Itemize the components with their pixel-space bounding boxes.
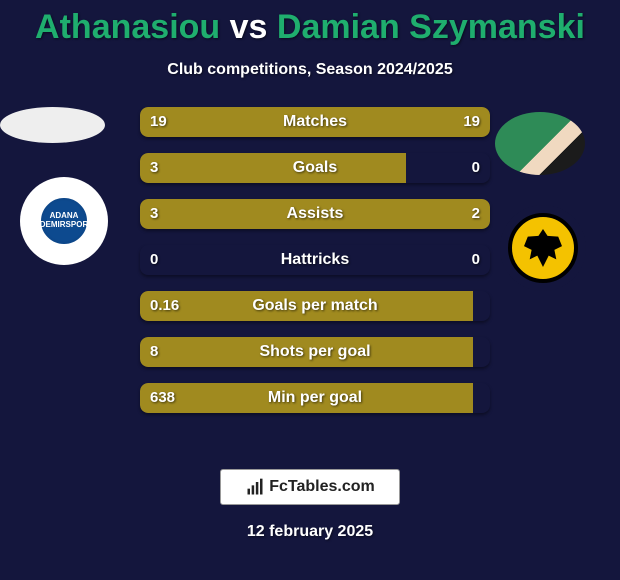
player1-club-crest: ADANA DEMIRSPOR [20, 177, 108, 265]
club1-label: ADANA DEMIRSPOR [40, 212, 88, 230]
stat-row: 32Assists [140, 199, 490, 229]
stat-row: 00Hattricks [140, 245, 490, 275]
player2-club-crest [500, 205, 586, 291]
stat-row: 638Min per goal [140, 383, 490, 413]
site-name: FcTables.com [269, 478, 375, 496]
club2-eagle-icon [524, 229, 562, 267]
stat-label: Shots per goal [140, 337, 490, 367]
player1-avatar [0, 107, 105, 143]
stat-label: Goals [140, 153, 490, 183]
stat-row: 30Goals [140, 153, 490, 183]
stat-label: Goals per match [140, 291, 490, 321]
stat-row: 0.16Goals per match [140, 291, 490, 321]
stat-label: Matches [140, 107, 490, 137]
page-title: Athanasiou vs Damian Szymanski [0, 0, 620, 47]
stat-label: Assists [140, 199, 490, 229]
title-player2: Damian Szymanski [277, 8, 585, 46]
date-line: 12 february 2025 [0, 523, 620, 541]
club1-crest-inner: ADANA DEMIRSPOR [38, 195, 90, 247]
player2-avatar [495, 112, 585, 175]
stat-row: 1919Matches [140, 107, 490, 137]
chart-icon [245, 477, 265, 497]
subtitle: Club competitions, Season 2024/2025 [0, 61, 620, 79]
stat-label: Hattricks [140, 245, 490, 275]
comparison-area: ADANA DEMIRSPOR 1919Matches 30Goals 32Assi… [0, 107, 620, 447]
stat-row: 8Shots per goal [140, 337, 490, 367]
title-player1: Athanasiou [35, 8, 220, 46]
title-vs: vs [230, 8, 268, 46]
club2-crest-inner [508, 213, 578, 283]
stats-column: 1919Matches 30Goals 32Assists 00Hattricks 0.… [140, 107, 490, 429]
stat-label: Min per goal [140, 383, 490, 413]
site-logo: FcTables.com [220, 469, 400, 505]
